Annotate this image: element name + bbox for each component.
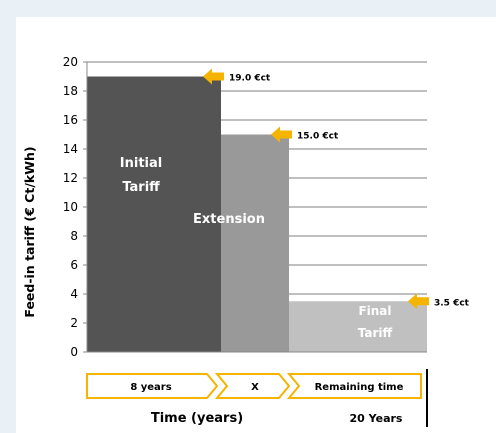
period-2-chevron xyxy=(214,373,291,399)
x-axis-label: Time (years) xyxy=(151,411,243,426)
y-tick-label: 14 xyxy=(63,142,78,156)
period-3-label: Remaining time xyxy=(315,382,404,393)
y-tick-label: 4 xyxy=(70,287,78,301)
y-tick-label: 16 xyxy=(63,113,78,127)
y-tick-label: 6 xyxy=(70,258,78,272)
callout-1-label: 19.0 €ct xyxy=(229,74,271,84)
y-tick-label: 2 xyxy=(70,316,78,330)
bar-1 xyxy=(87,76,221,352)
bar-3 xyxy=(289,301,427,352)
y-tick-label: 20 xyxy=(63,55,78,69)
period-1-chevron xyxy=(86,373,219,399)
bar-2-label: Extension xyxy=(193,212,265,227)
period-1-label: 8 years xyxy=(130,382,171,393)
bar-1-label: Initial Tariff xyxy=(120,156,162,195)
end-year-label: 20 Years xyxy=(350,412,403,425)
tariff-chart: 0 2 4 6 8 10 12 14 16 18 20 Initial Tariff Extension… xyxy=(22,55,470,427)
period-3-chevron xyxy=(286,373,422,399)
callout-3-label: 3.5 €ct xyxy=(434,298,470,308)
y-tick-label: 18 xyxy=(63,84,78,98)
callout-2-label: 15.0 €ct xyxy=(297,132,339,142)
bar-2 xyxy=(221,134,289,352)
bar-3-label: Final Tariff xyxy=(358,304,393,340)
period-2-label: X xyxy=(251,382,259,393)
y-tick-label: 10 xyxy=(63,200,78,214)
arrow-1-icon xyxy=(203,68,224,85)
arrow-3-icon xyxy=(408,293,429,310)
chart-panel: 0 2 4 6 8 10 12 14 16 18 20 Initial Tariff Extension… xyxy=(16,17,496,433)
y-tick-label: 0 xyxy=(70,345,78,359)
y-axis-label: Feed-in tariff (€ Ct/kWh) xyxy=(22,146,37,317)
arrow-2-icon xyxy=(271,126,292,143)
y-tick-label: 12 xyxy=(63,171,78,185)
y-tick-label: 8 xyxy=(70,229,78,243)
